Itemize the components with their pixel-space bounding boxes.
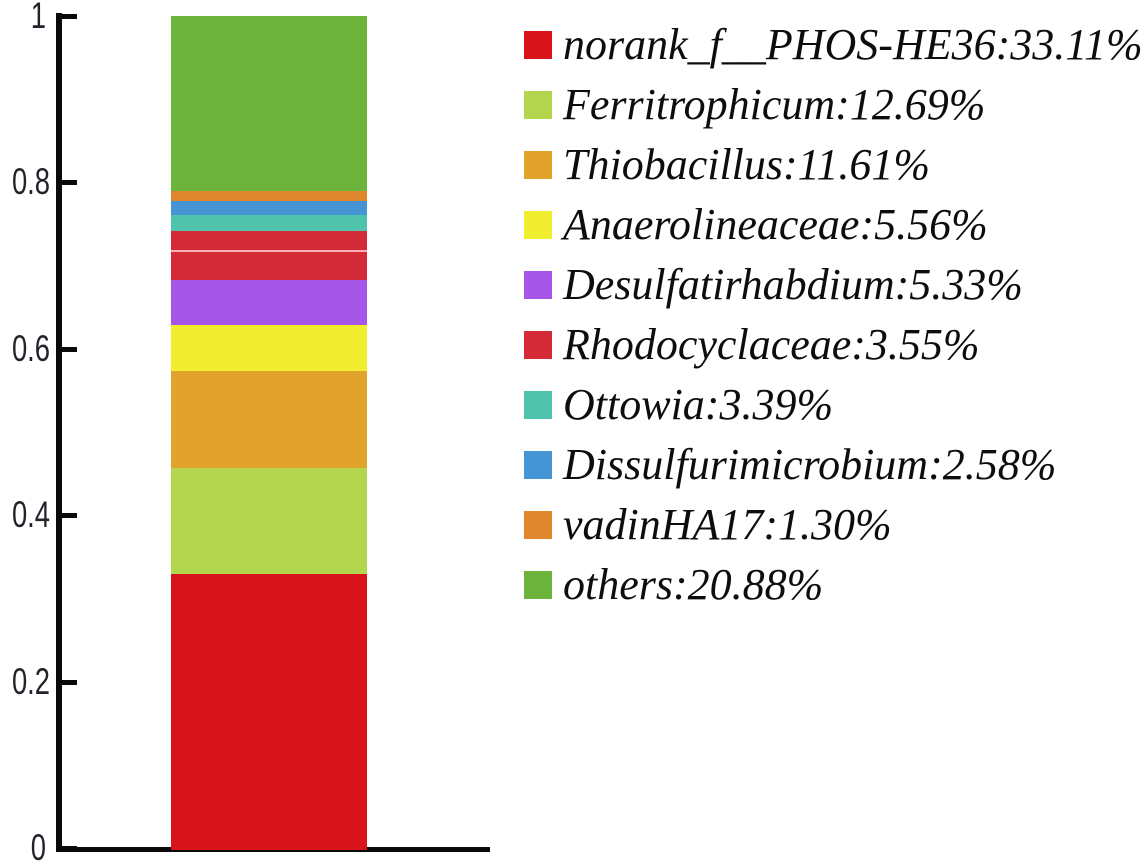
legend-label: Anaerolineaceae:5.56% <box>563 200 988 249</box>
legend-item-vadinHA17: vadinHA17:1.30% <box>524 503 892 547</box>
bar-segment-Dissulfurimicrobium <box>171 201 367 215</box>
legend-swatch <box>524 271 552 299</box>
bar-segment-Desulfatirhabdium <box>171 280 367 325</box>
y-tick-label: 0.6 <box>11 327 51 369</box>
legend-swatch <box>524 31 552 59</box>
legend-label: Ottowia:3.39% <box>563 380 834 429</box>
y-tick-label: 0.8 <box>11 161 51 203</box>
y-tick-label: 1 <box>30 0 46 36</box>
legend: norank_f__PHOS-HE36:33.11% Ferritrophicum… <box>524 0 1146 868</box>
legend-item-norank_f__PHOS-HE36: norank_f__PHOS-HE36:33.11% <box>524 23 1143 67</box>
legend-swatch <box>524 151 552 179</box>
legend-label: Dissulfurimicrobium:2.58% <box>563 440 1057 489</box>
bar-segment-Thiobacillus <box>171 371 367 469</box>
y-tick-mark <box>56 846 77 851</box>
legend-swatch <box>524 91 552 119</box>
legend-label: others:20.88% <box>563 560 824 609</box>
legend-item-Ferritrophicum: Ferritrophicum:12.69% <box>524 83 985 127</box>
legend-item-Rhodocyclaceae: Rhodocyclaceae:3.55% <box>524 323 980 367</box>
legend-label: norank_f__PHOS-HE36:33.11% <box>563 20 1143 69</box>
bar-segment-Rhodocyclaceae <box>171 230 367 281</box>
bar-segment-Ferritrophicum <box>171 468 367 574</box>
bar-segment-others <box>171 16 367 192</box>
legend-label: Thiobacillus:11.61% <box>563 140 931 189</box>
y-tick-mark <box>56 14 77 19</box>
legend-swatch <box>524 331 552 359</box>
legend-swatch <box>524 451 552 479</box>
legend-label: Rhodocyclaceae:3.55% <box>563 320 980 369</box>
y-tick-label: 0.4 <box>11 494 51 536</box>
y-tick-mark <box>56 679 77 685</box>
legend-item-Dissulfurimicrobium: Dissulfurimicrobium:2.58% <box>524 443 1056 487</box>
y-tick-label: 0 <box>30 827 46 868</box>
legend-swatch <box>524 571 552 599</box>
legend-item-Desulfatirhabdium: Desulfatirhabdium:5.33% <box>524 263 1023 307</box>
bar-segment-Anaerolineaceae <box>171 324 367 372</box>
legend-swatch <box>524 211 552 239</box>
y-axis-line <box>56 13 62 852</box>
bar-segment-divider <box>171 249 367 252</box>
legend-item-Thiobacillus: Thiobacillus:11.61% <box>524 143 930 187</box>
legend-item-Ottowia: Ottowia:3.39% <box>524 383 833 427</box>
legend-item-others: others:20.88% <box>524 563 823 607</box>
bar-segment-Ottowia <box>171 214 367 231</box>
bar-segment-norank_f__PHOS-HE36 <box>171 573 367 850</box>
legend-label: vadinHA17:1.30% <box>563 500 892 549</box>
y-tick-mark <box>56 513 77 519</box>
stacked-bar <box>171 16 367 850</box>
bar-segment-vadinHA17 <box>171 191 367 202</box>
legend-label: Desulfatirhabdium:5.33% <box>563 260 1023 309</box>
legend-item-Anaerolineaceae: Anaerolineaceae:5.56% <box>524 203 988 247</box>
y-tick-mark <box>56 346 77 352</box>
y-tick-label: 0.2 <box>11 660 51 702</box>
legend-label: Ferritrophicum:12.69% <box>563 80 986 129</box>
y-tick-mark <box>56 180 77 186</box>
legend-swatch <box>524 391 552 419</box>
legend-swatch <box>524 511 552 539</box>
